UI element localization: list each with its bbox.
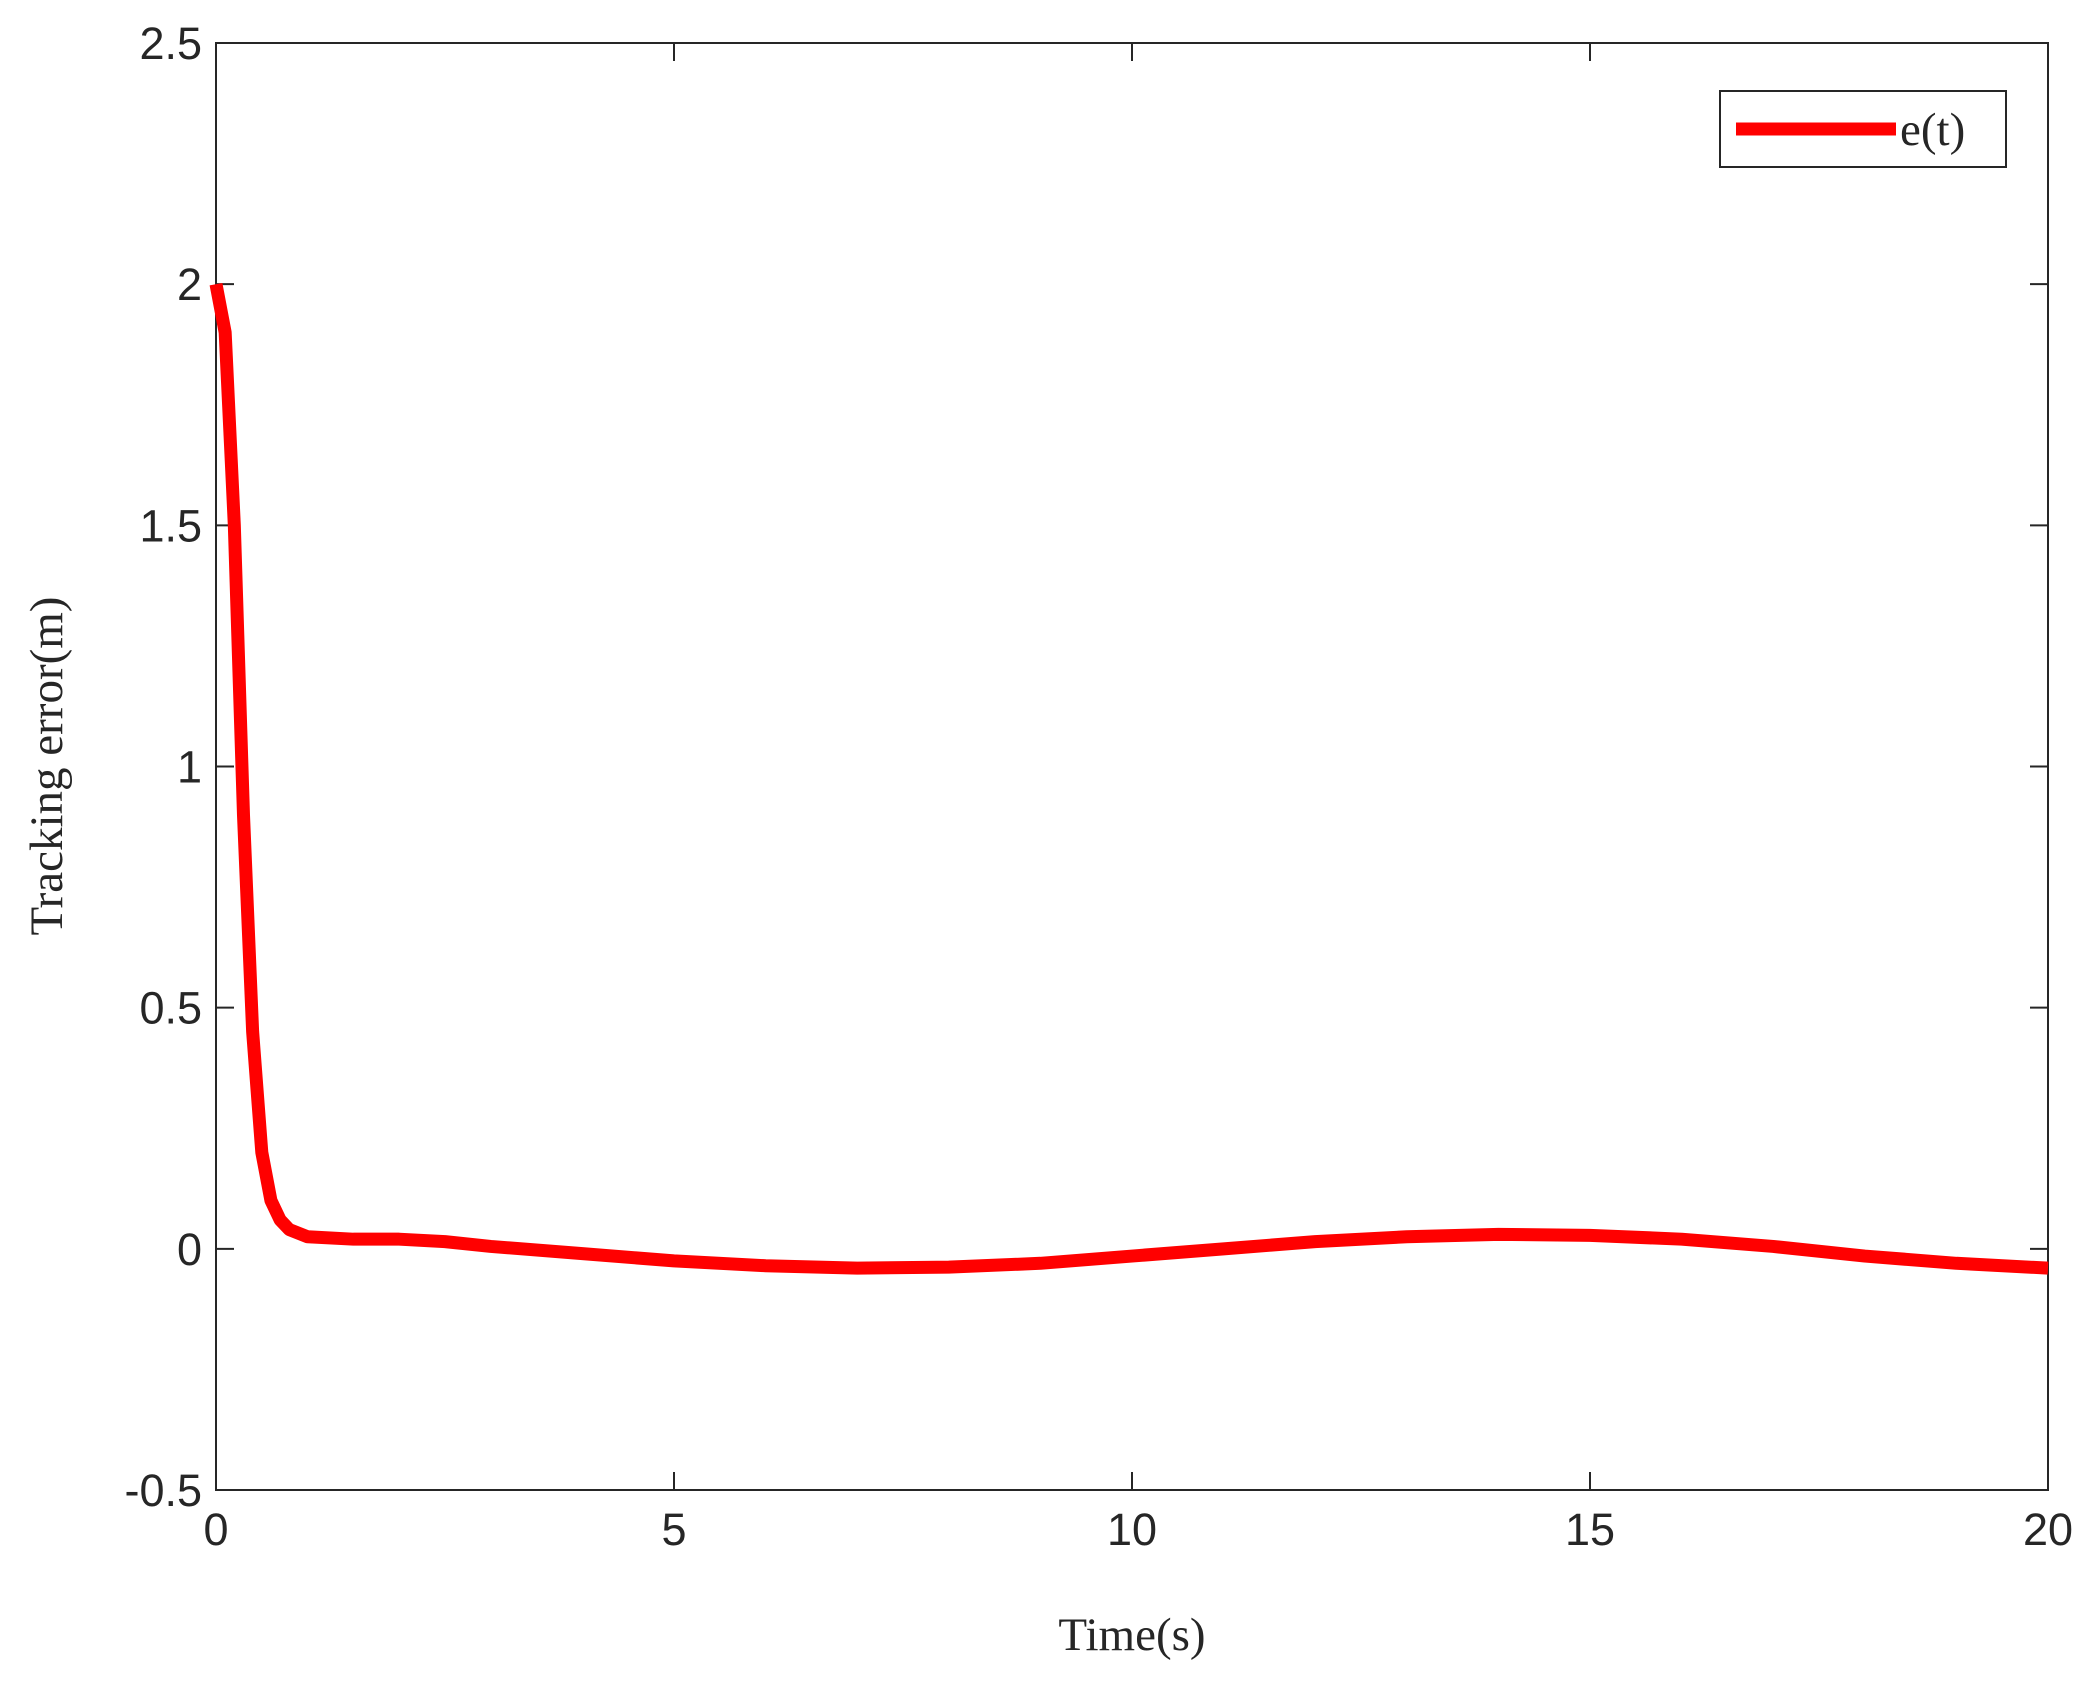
plot-frame xyxy=(215,42,2049,1491)
y-tick-label: 2 xyxy=(177,259,202,310)
line-series xyxy=(209,282,2049,1275)
x-tick-label: 15 xyxy=(1565,1504,1615,1555)
x-tick-label: 0 xyxy=(203,1504,228,1555)
x-axis-label: Time(s) xyxy=(1058,1609,1205,1661)
y-tick-label: 1.5 xyxy=(139,500,202,551)
legend-label: e(t) xyxy=(1900,104,1965,156)
y-tick-label: 1 xyxy=(177,742,202,793)
x-tick-label: 10 xyxy=(1107,1504,1157,1555)
y-tick-label: 0.5 xyxy=(139,983,202,1034)
y-axis-label: Tracking error(m) xyxy=(21,597,73,936)
y-tick-label: 0 xyxy=(177,1224,202,1275)
y-tick-label: -0.5 xyxy=(124,1465,202,1516)
y-tick-label: 2.5 xyxy=(139,18,202,69)
x-tick-label: 20 xyxy=(2023,1504,2073,1555)
x-tick-label: 5 xyxy=(661,1504,686,1555)
